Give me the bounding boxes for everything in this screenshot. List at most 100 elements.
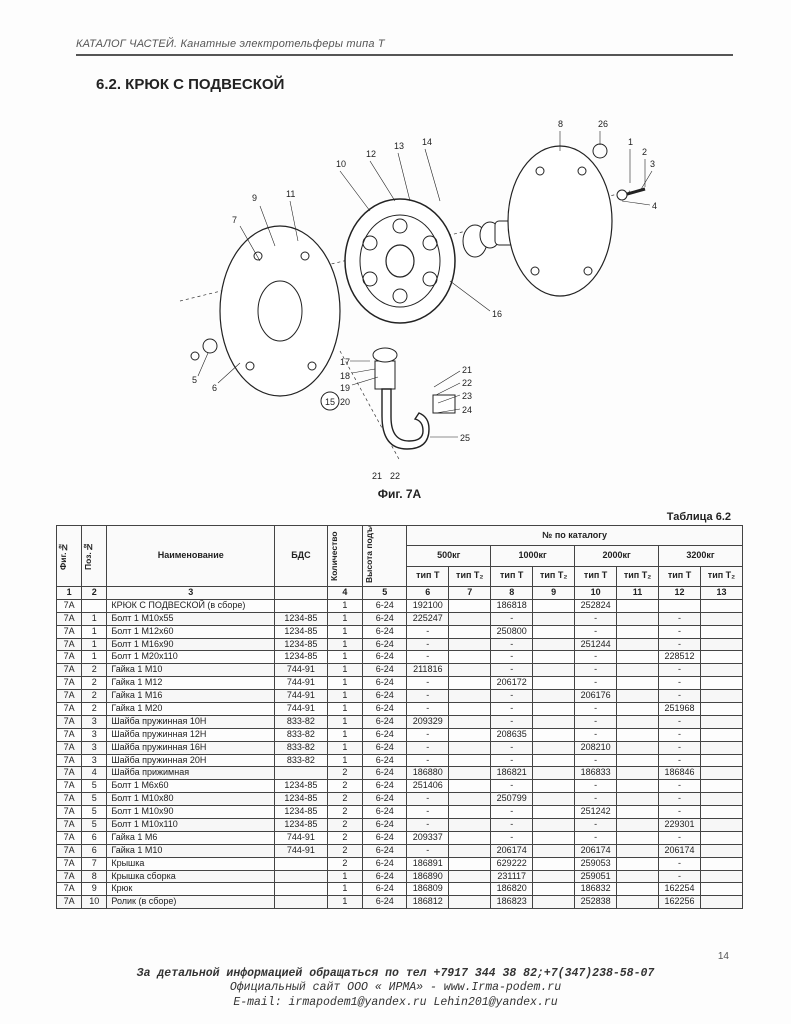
table-row: 7А5Болт 1 М10х1101234-8526-24---229301	[57, 819, 743, 832]
table-cell	[449, 703, 491, 716]
table-cell	[700, 638, 742, 651]
table-cell: -	[491, 754, 533, 767]
table-cell: 186891	[407, 857, 449, 870]
svg-text:12: 12	[366, 149, 376, 159]
svg-text:13: 13	[394, 141, 404, 151]
col-tipT2: тип Т₂	[533, 566, 575, 586]
table-cell: -	[407, 651, 449, 664]
table-cell: 6-24	[363, 896, 407, 909]
table-cell: 1	[327, 728, 363, 741]
table-cell	[449, 819, 491, 832]
table-cell	[617, 664, 659, 677]
table-cell: -	[575, 715, 617, 728]
table-cell: -	[575, 819, 617, 832]
col-index-cell: 11	[617, 587, 659, 600]
table-cell: 6-24	[363, 715, 407, 728]
col-tipT: тип Т	[659, 566, 701, 586]
footer-line-3: E-mail: irmapodem1@yandex.ru Lehin201@ya…	[0, 996, 791, 1010]
svg-text:4: 4	[652, 201, 657, 211]
table-cell	[617, 690, 659, 703]
table-cell: -	[659, 664, 701, 677]
table-row: 7А6Гайка 1 М10744-9126-24-20617420617420…	[57, 844, 743, 857]
table-cell	[700, 703, 742, 716]
table-cell: 1	[327, 703, 363, 716]
table-row: 7А1Болт 1 М10х551234-8516-24225247---	[57, 612, 743, 625]
table-cell	[449, 857, 491, 870]
table-cell	[533, 677, 575, 690]
table-cell	[533, 651, 575, 664]
svg-text:10: 10	[336, 159, 346, 169]
table-cell: -	[491, 612, 533, 625]
table-cell	[617, 819, 659, 832]
svg-text:19: 19	[340, 383, 350, 393]
table-cell: 629222	[491, 857, 533, 870]
table-cell	[533, 780, 575, 793]
col-tipT: тип Т	[491, 566, 533, 586]
table-cell: Болт 1 М10х55	[107, 612, 275, 625]
table-cell: 7А	[57, 625, 82, 638]
table-cell	[449, 651, 491, 664]
table-row: 7А1Болт 1 М12х601234-8516-24-250800--	[57, 625, 743, 638]
table-cell: 2	[327, 831, 363, 844]
table-cell: 7А	[57, 728, 82, 741]
table-cell	[700, 651, 742, 664]
table-cell: 1234-85	[275, 780, 327, 793]
table-cell: 206174	[491, 844, 533, 857]
table-cell	[700, 728, 742, 741]
svg-text:11: 11	[286, 189, 295, 199]
table-cell: 6-24	[363, 625, 407, 638]
table-cell: 10	[82, 896, 107, 909]
table-cell: 7А	[57, 677, 82, 690]
page: КАТАЛОГ ЧАСТЕЙ. Канатные электротельферы…	[0, 0, 791, 1024]
table-cell: 206172	[491, 677, 533, 690]
col-index-cell: 12	[659, 587, 701, 600]
col-500kg: 500кг	[407, 546, 491, 566]
table-cell	[449, 599, 491, 612]
table-cell	[700, 844, 742, 857]
table-cell: 833-82	[275, 754, 327, 767]
table-cell: 6-24	[363, 767, 407, 780]
table-cell	[449, 612, 491, 625]
table-cell: 3	[82, 728, 107, 741]
table-cell: 6	[82, 844, 107, 857]
exploded-diagram: 15 8 26 1 2 3 4 10 12 13 14 9 11 7 5 6 1…	[140, 101, 660, 481]
table-cell: 7А	[57, 690, 82, 703]
svg-text:6: 6	[212, 383, 217, 393]
table-cell	[449, 690, 491, 703]
table-cell: 3	[82, 754, 107, 767]
page-number: 14	[718, 951, 729, 962]
table-cell: -	[575, 831, 617, 844]
table-cell: Гайка 1 М10	[107, 664, 275, 677]
table-cell: 229301	[659, 819, 701, 832]
table-cell: 7А	[57, 664, 82, 677]
table-row: 7А8Крышка сборка16-24186890231117259051-	[57, 870, 743, 883]
table-cell: 7А	[57, 793, 82, 806]
table-cell: 2	[82, 677, 107, 690]
table-cell: Болт 1 М10х80	[107, 793, 275, 806]
table-cell	[700, 599, 742, 612]
table-cell	[82, 599, 107, 612]
table-cell	[533, 857, 575, 870]
table-cell	[533, 767, 575, 780]
table-cell: 251242	[575, 806, 617, 819]
table-cell: 1	[82, 625, 107, 638]
table-cell: 6-24	[363, 870, 407, 883]
col-index-cell: 9	[533, 587, 575, 600]
table-cell: Шайба пружинная 12Н	[107, 728, 275, 741]
table-cell: 7А	[57, 857, 82, 870]
table-row: 7А7Крышка26-24186891629222259053-	[57, 857, 743, 870]
col-1000kg: 1000кг	[491, 546, 575, 566]
table-cell: 1234-85	[275, 806, 327, 819]
table-cell: 7А	[57, 703, 82, 716]
table-cell	[700, 857, 742, 870]
table-cell	[449, 677, 491, 690]
table-cell	[449, 767, 491, 780]
table-cell: 744-91	[275, 677, 327, 690]
table-cell	[700, 870, 742, 883]
table-cell: -	[491, 831, 533, 844]
table-cell: -	[575, 664, 617, 677]
table-cell: -	[491, 780, 533, 793]
table-cell: 5	[82, 780, 107, 793]
table-cell	[449, 806, 491, 819]
table-caption: Таблица 6.2	[56, 511, 731, 523]
